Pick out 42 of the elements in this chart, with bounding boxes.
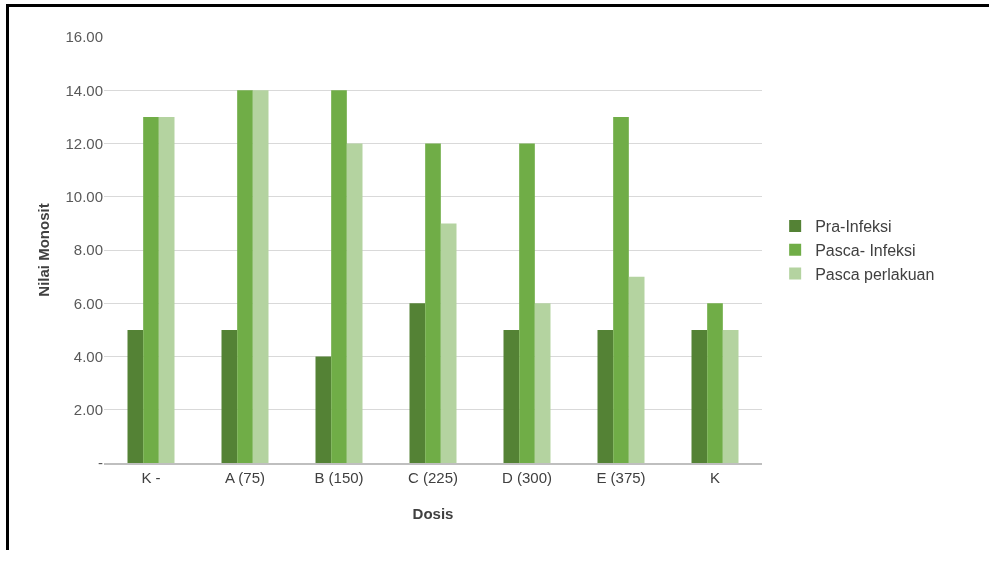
bar: [143, 116, 159, 463]
bar: [628, 276, 645, 463]
x-tick-label: A (75): [224, 469, 266, 486]
legend-label: Pra-Infeksi: [815, 218, 892, 236]
bar: [158, 116, 175, 463]
bar: [707, 303, 723, 463]
y-tick-label: 6.00: [73, 294, 103, 312]
x-tick-label: C (225): [407, 469, 459, 486]
legend-label: Pasca- Infeksi: [815, 241, 916, 259]
x-tick-label: B (150): [314, 469, 364, 486]
bar: [221, 329, 238, 463]
x-tick-label: D (300): [501, 469, 553, 486]
bar: [440, 223, 457, 463]
y-axis-title: Nilai Monosit: [34, 203, 52, 297]
bar: [425, 143, 441, 463]
bar: [237, 90, 253, 463]
y-tick-label: 10.00: [65, 188, 103, 205]
bar: [409, 303, 426, 463]
bar: [346, 143, 363, 463]
y-tick-label: 12.00: [65, 134, 103, 152]
y-tick-label: 2.00: [73, 401, 103, 418]
y-tick-label: 4.00: [73, 347, 103, 365]
bar: [691, 329, 708, 463]
bar: [252, 90, 269, 463]
x-axis-title: Dosis: [412, 505, 454, 522]
bar: [315, 356, 332, 463]
bar: [503, 329, 520, 463]
bar: [613, 116, 629, 463]
x-tick-label: E (375): [596, 469, 646, 486]
y-tick-label: -: [98, 454, 103, 472]
x-tick-label: K -: [141, 469, 161, 486]
y-tick-label: 14.00: [65, 81, 103, 99]
bar: [722, 329, 739, 463]
bar: [127, 329, 144, 463]
x-tick-label: K: [709, 469, 721, 486]
y-tick-label: 8.00: [73, 241, 103, 259]
bar: [331, 90, 347, 463]
bar: [597, 329, 614, 463]
bar: [534, 303, 551, 463]
y-tick-label: 16.00: [65, 28, 103, 46]
bar: [519, 143, 535, 463]
legend-label: Pasca perlakuan: [815, 265, 935, 283]
